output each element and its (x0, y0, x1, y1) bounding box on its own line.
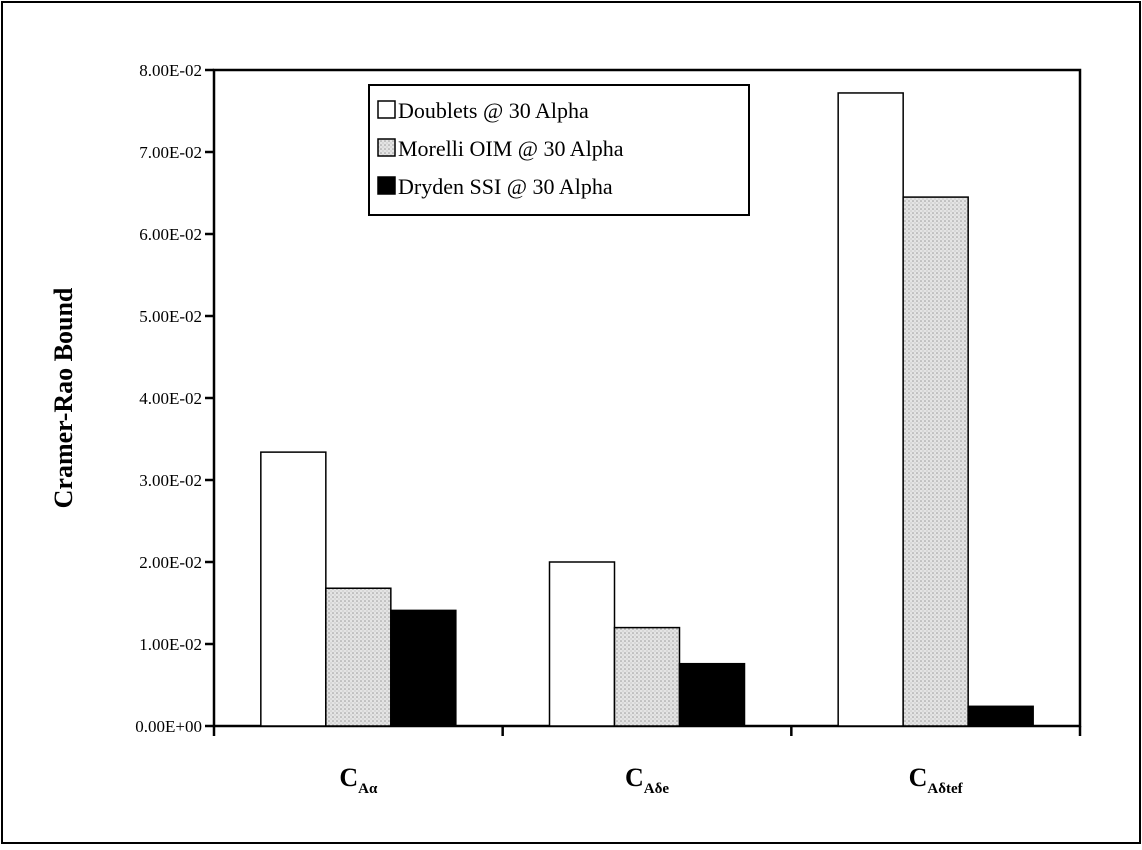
x-tick-label-sub: Aδtef (927, 781, 963, 797)
legend-label-2: Morelli OIM @ 30 Alpha (398, 136, 624, 161)
x-tick-label-main: C (339, 763, 358, 792)
legend-swatch-1 (377, 100, 396, 119)
bar-3-3 (967, 705, 1034, 727)
bar-1-1 (260, 451, 327, 727)
legend-swatch-2 (377, 138, 396, 157)
y-axis-title: Cramer-Rao Bound (49, 287, 78, 508)
x-tick-label: CAα (339, 763, 378, 797)
x-tick-label-main: C (625, 763, 644, 792)
y-tick-label: 0.00E+00 (135, 717, 202, 736)
y-axis: 0.00E+00 1.00E-02 2.00E-02 3.00E-02 4.00E-02… (135, 61, 214, 736)
x-tick-label: CAδtef (909, 763, 964, 797)
bar-2-3 (902, 196, 969, 727)
y-tick-label: 5.00E-02 (139, 307, 202, 326)
bar-1-2 (548, 561, 616, 727)
bar-3-2 (678, 662, 746, 727)
bar-2-1 (325, 587, 392, 727)
legend: Doublets @ 30 Alpha Morelli OIM @ 30 Alph… (368, 84, 750, 216)
y-tick-label: 3.00E-02 (139, 471, 202, 490)
y-tick-label: 8.00E-02 (139, 61, 202, 80)
y-tick-label: 1.00E-02 (139, 635, 202, 654)
y-tick-label: 4.00E-02 (139, 389, 202, 408)
legend-label-3: Dryden SSI @ 30 Alpha (398, 174, 613, 199)
bar-2-2 (613, 626, 681, 727)
x-tick-label-sub: Aα (358, 781, 378, 797)
x-tick-label-main: C (909, 763, 928, 792)
bar-3-1 (390, 609, 457, 727)
x-tick-label: CAδe (625, 763, 669, 797)
bar-1-3 (837, 92, 904, 727)
x-axis: CAα CAδe CAδtef (212, 726, 1082, 797)
x-tick-label-sub: Aδe (644, 781, 670, 797)
legend-label-1: Doublets @ 30 Alpha (398, 98, 589, 123)
y-tick-label: 2.00E-02 (139, 553, 202, 572)
legend-box (368, 84, 750, 216)
y-tick-label: 7.00E-02 (139, 143, 202, 162)
bars (260, 92, 1034, 727)
legend-swatch-3 (377, 176, 396, 195)
y-tick-label: 6.00E-02 (139, 225, 202, 244)
